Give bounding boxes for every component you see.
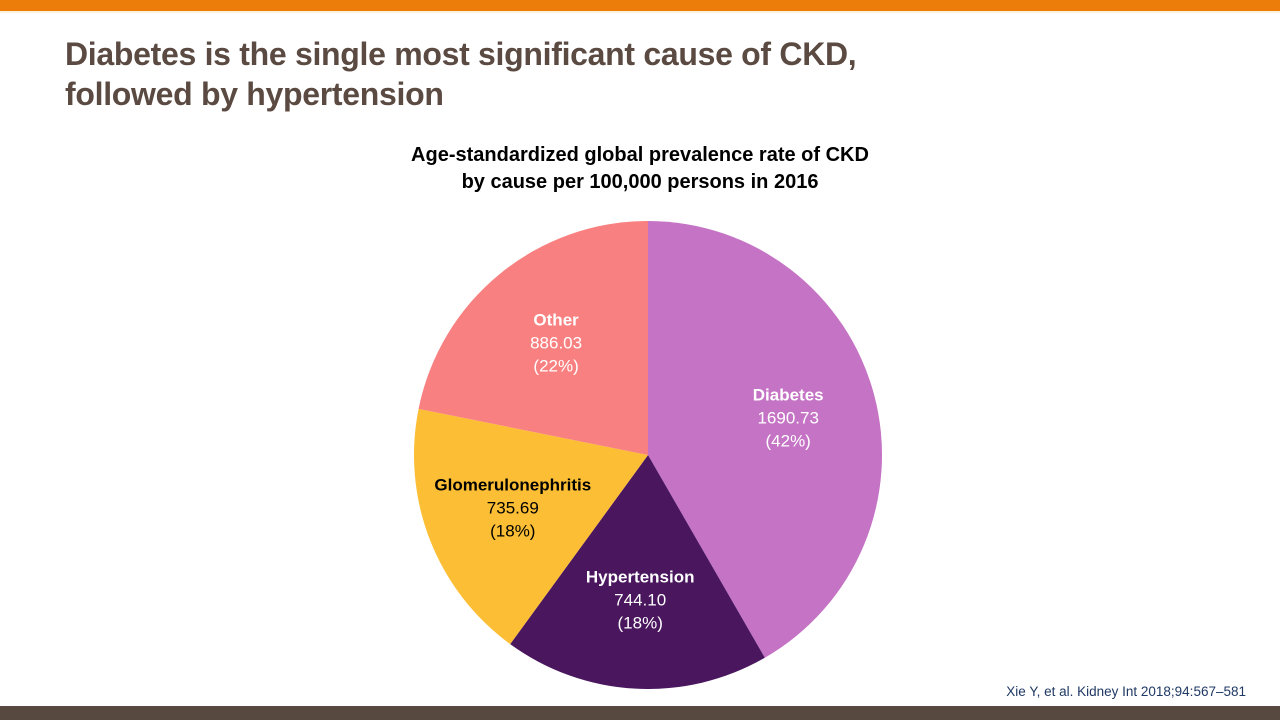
pie-slice-label-glomerulonephritis: Glomerulonephritis 735.69 (18%) [434,473,591,542]
slide-title: Diabetes is the single most significant … [65,36,857,112]
citation: Xie Y, et al. Kidney Int 2018;94:567–581 [1006,684,1246,699]
slice-value: 735.69 [486,498,539,518]
slice-percent: (18%) [490,521,536,541]
slice-value: 1690.73 [757,408,819,427]
slice-name: Other [533,310,579,330]
pie-chart: Diabetes 1690.73 (42%) Hypertension 744.10 (1… [414,221,882,689]
top-accent-bar [0,0,1280,13]
slice-name: Hypertension [585,567,695,587]
pie-slice-label-other: Other 886.03 (22%) [530,308,582,377]
pie-slice-label-hypertension: Hypertension 744.10 (18%) [586,565,695,634]
slice-percent: (22%) [533,356,579,376]
pie-slice-diabetes [648,221,882,658]
pie-chart-svg [414,221,882,689]
chart-title: Age-standardized global prevalence rate … [411,144,869,193]
slice-percent: (42%) [765,431,811,450]
bottom-bar [0,706,1280,720]
slice-name: Glomerulonephritis [434,475,592,495]
pie-slice-hypertension [510,455,765,689]
slice-value: 744.10 [614,590,667,610]
pie-slice-glomerulonephritis [414,408,648,645]
slice-value: 886.03 [530,333,583,353]
pie-slice-other [418,221,648,455]
slice-name: Diabetes [752,385,824,404]
pie-slice-label-diabetes: Diabetes 1690.73 (42%) [753,383,824,452]
slice-percent: (18%) [617,613,663,633]
